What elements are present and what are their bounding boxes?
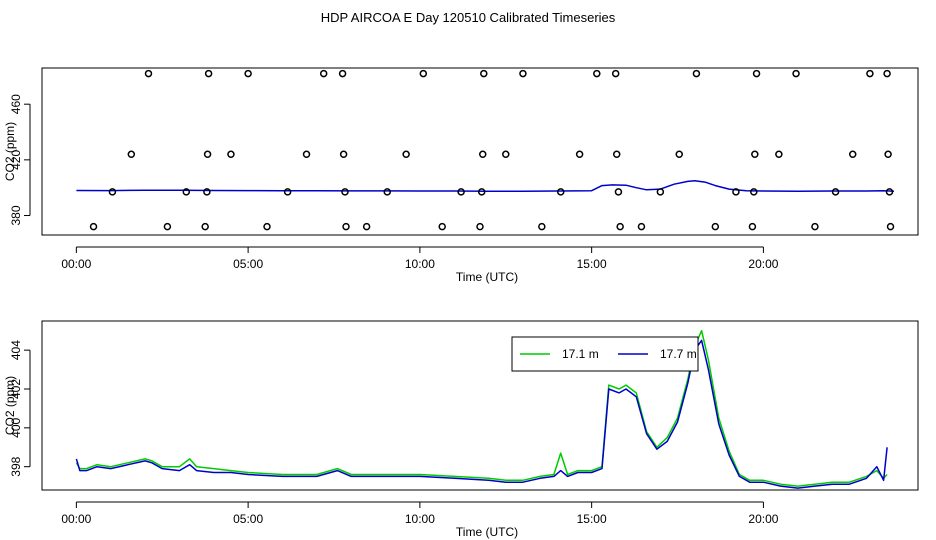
data-point: [89, 222, 98, 231]
data-point: [886, 222, 895, 231]
data-point: [616, 222, 624, 231]
data-point: [144, 69, 153, 78]
data-point: [748, 222, 757, 231]
chart-title: HDP AIRCOA E Day 120510 Calibrated Times…: [321, 10, 616, 25]
x-tick-label: 15:00: [577, 512, 607, 526]
x-tick-label: 20:00: [748, 512, 778, 526]
top-panel: 00:00 05:00 10:00 15:00 20:00 Time (UTC) 380 42…: [3, 67, 919, 284]
data-point: [203, 150, 212, 159]
data-point: [612, 150, 621, 159]
y-tick-label: 402: [9, 379, 23, 399]
y-axis-label: CO2 (ppm): [3, 376, 17, 435]
x-tick-label: 15:00: [577, 257, 607, 271]
data-point: [883, 69, 891, 78]
plot-frame: [41, 320, 919, 491]
data-point: [848, 150, 857, 159]
data-point: [163, 222, 172, 231]
data-point: [575, 150, 584, 159]
data-point: [866, 69, 874, 78]
data-point: [732, 188, 740, 196]
legend-label: 17.7 m: [660, 347, 697, 361]
x-tick-label: 05:00: [233, 257, 263, 271]
legend: 17.1 m 17.7 m: [511, 336, 699, 372]
data-point: [319, 69, 328, 78]
legend-label: 17.1 m: [562, 347, 599, 361]
data-point: [227, 150, 235, 159]
y-tick-label: 400: [9, 418, 23, 438]
data-point: [182, 188, 191, 196]
data-point: [342, 222, 350, 231]
data-point: [339, 150, 348, 159]
data-point: [656, 188, 665, 196]
plot-frame: [41, 67, 919, 236]
data-point: [362, 222, 371, 231]
data-point: [692, 69, 701, 78]
data-point: [127, 150, 136, 159]
data-point: [457, 188, 465, 196]
data-point: [751, 150, 759, 159]
y-tick-label: 404: [9, 340, 23, 360]
x-tick-label: 05:00: [233, 512, 263, 526]
x-tick-label: 20:00: [748, 257, 778, 271]
data-point: [637, 222, 646, 231]
data-point: [775, 150, 783, 159]
y-tick-label: 460: [9, 94, 23, 114]
data-point: [478, 150, 487, 159]
data-point: [752, 69, 761, 78]
data-point: [108, 188, 117, 196]
x-tick-label: 00:00: [61, 512, 91, 526]
y-tick-label: 420: [9, 150, 23, 170]
y-tick-label: 380: [9, 205, 23, 225]
data-point: [302, 150, 311, 159]
data-layer: [75, 329, 888, 489]
data-point: [283, 188, 292, 196]
data-point: [614, 188, 623, 196]
data-point: [244, 69, 252, 78]
x-axis-label: Time (UTC): [456, 525, 518, 539]
x-tick-label: 10:00: [405, 512, 435, 526]
data-point: [203, 188, 211, 196]
bottom-panel: 00:00 05:00 10:00 15:00 20:00 Time (UTC) 398 40…: [3, 320, 919, 539]
data-point: [477, 188, 486, 196]
data-point: [204, 69, 213, 78]
y-tick-label: 398: [9, 456, 23, 476]
data-point: [438, 222, 446, 231]
data-point: [831, 188, 840, 196]
y-axis-label: CO2 (ppm): [3, 122, 17, 181]
data-point: [792, 69, 800, 78]
data-point: [263, 222, 271, 231]
series-line: [76, 179, 895, 192]
series-line-1: [75, 339, 888, 489]
data-point: [611, 69, 620, 78]
data-point: [556, 188, 565, 196]
data-point: [480, 69, 488, 78]
data-point: [519, 69, 527, 78]
data-point: [402, 150, 410, 159]
data-point: [593, 69, 601, 78]
data-point: [538, 222, 546, 231]
x-axis-label: Time (UTC): [456, 270, 518, 284]
series-line-0: [75, 329, 888, 487]
data-layer: [76, 69, 895, 231]
x-tick-label: 00:00: [61, 257, 91, 271]
data-point: [476, 222, 484, 231]
data-point: [338, 69, 347, 78]
data-point: [675, 150, 683, 159]
data-point: [419, 69, 428, 78]
data-point: [383, 188, 391, 196]
data-point: [502, 150, 510, 159]
data-point: [811, 222, 819, 231]
data-point: [341, 188, 349, 196]
data-point: [884, 150, 892, 159]
data-point: [885, 188, 894, 196]
x-tick-label: 10:00: [405, 257, 435, 271]
data-point: [750, 188, 758, 196]
data-point: [711, 222, 720, 231]
data-point: [201, 222, 209, 231]
